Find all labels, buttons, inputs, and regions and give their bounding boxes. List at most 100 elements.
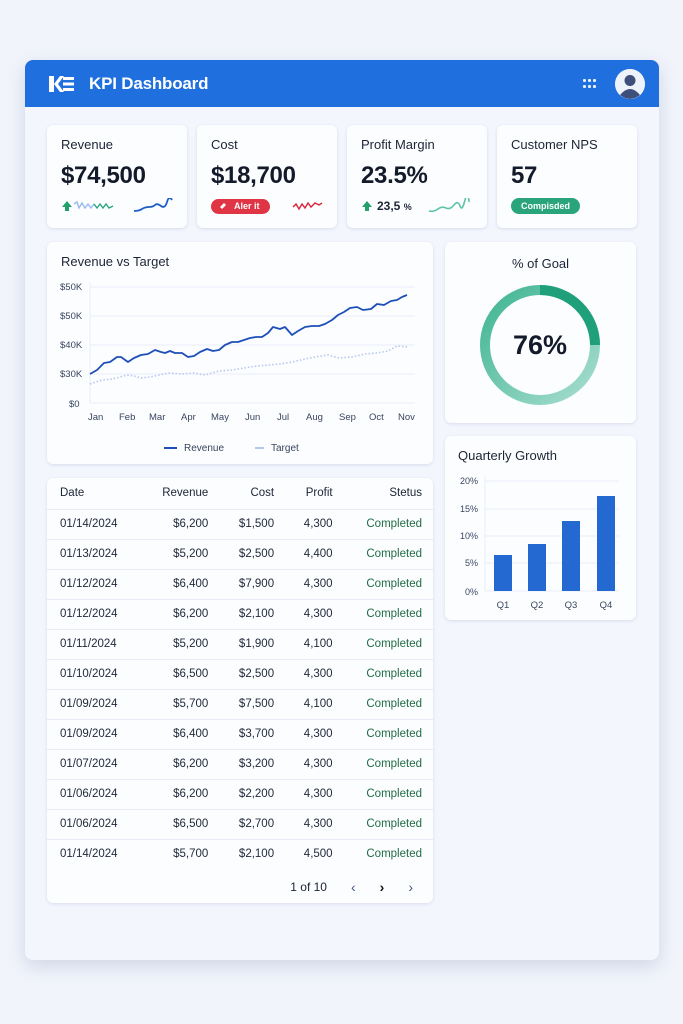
- svg-text:Apr: Apr: [181, 412, 196, 423]
- chevron-left-icon[interactable]: ‹: [350, 879, 356, 895]
- cell-date: 01/10/2024: [47, 658, 141, 689]
- cost-sparkline: [292, 201, 322, 211]
- goal-donut-chart: 76%: [480, 285, 600, 405]
- kpi-value: $18,700: [211, 162, 296, 189]
- user-avatar-icon[interactable]: [615, 68, 645, 99]
- transactions-table-card: Date Revenue Cost Profit Stetus 01/14/20…: [47, 478, 433, 903]
- svg-text:76%: 76%: [513, 330, 567, 360]
- alert-badge-label: Aler it: [234, 201, 260, 211]
- cell-status: Completed: [343, 808, 433, 839]
- cell-date: 01/09/2024: [47, 688, 141, 719]
- alert-badge[interactable]: Aler it: [211, 198, 270, 214]
- chevron-right-last-icon[interactable]: ›: [408, 879, 413, 895]
- svg-text:Sep: Sep: [339, 412, 356, 423]
- cell-cost: $2,500: [219, 658, 286, 689]
- cell-cost: $2,100: [219, 838, 286, 869]
- table-row[interactable]: 01/14/2024 $5,700 $2,100 4,500 Completed: [47, 838, 433, 869]
- cell-profit: 4,300: [285, 748, 344, 779]
- svg-text:$40K: $40K: [60, 340, 83, 351]
- pencil-icon: [220, 203, 226, 209]
- cell-status: Completed: [343, 688, 433, 719]
- arrow-up-icon: [362, 201, 372, 211]
- table-header-row: Date Revenue Cost Profit Stetus: [47, 478, 433, 509]
- svg-text:Jul: Jul: [277, 412, 289, 423]
- svg-text:Revenue: Revenue: [184, 443, 224, 454]
- revenue-sparkline: [133, 198, 173, 212]
- column-header-date[interactable]: Date: [60, 487, 85, 500]
- quarterly-growth-card: Quarterly Growth 20% 15% 10% 5% 0%: [445, 436, 636, 620]
- table-row[interactable]: 01/09/2024 $6,400 $3,700 4,300 Completed: [47, 718, 433, 749]
- cell-date: 01/12/2024: [47, 568, 141, 599]
- column-header-revenue[interactable]: Revenue: [162, 487, 209, 500]
- cell-date: 01/11/2024: [47, 628, 141, 659]
- cell-date: 01/14/2024: [47, 508, 141, 539]
- svg-text:Q4: Q4: [600, 600, 613, 611]
- kpi-card-customer-nps: Customer NPS 57 Compisded: [497, 125, 637, 228]
- kpi-label: Revenue: [61, 137, 114, 152]
- apps-grid-icon[interactable]: [583, 78, 597, 89]
- svg-text:0%: 0%: [465, 587, 478, 597]
- cell-profit: 4,100: [285, 688, 344, 719]
- kpi-card-cost: Cost $18,700 Aler it: [197, 125, 337, 228]
- app-title: KPI Dashboard: [89, 73, 209, 93]
- cell-profit: 4,300: [285, 778, 344, 809]
- table-row[interactable]: 01/12/2024 $6,200 $2,100 4,300 Completed: [47, 598, 433, 629]
- svg-text:$0: $0: [69, 399, 80, 410]
- cell-profit: 4,300: [285, 508, 344, 539]
- cell-revenue: $6,200: [140, 598, 220, 629]
- cell-date: 01/09/2024: [47, 718, 141, 749]
- kpi-value: 23.5%: [361, 162, 428, 189]
- chevron-right-icon[interactable]: ›: [379, 879, 385, 895]
- cell-cost: $3,700: [219, 718, 286, 749]
- svg-text:Q3: Q3: [565, 600, 578, 611]
- table-row[interactable]: 01/13/2024 $5,200 $2,500 4,400 Completed: [47, 538, 433, 569]
- revenue-line-chart: $50K $50K $40K $30K $0 Jan Feb Mar Apr: [60, 282, 415, 454]
- cell-cost: $7,500: [219, 688, 286, 719]
- table-row[interactable]: 01/10/2024 $6,500 $2,500 4,300 Completed: [47, 658, 433, 689]
- cell-revenue: $6,200: [140, 778, 220, 809]
- cell-date: 01/06/2024: [47, 808, 141, 839]
- cell-revenue: $6,400: [140, 718, 220, 749]
- goal-title: % of Goal: [511, 256, 570, 271]
- table-row[interactable]: 01/07/2024 $6,200 $3,200 4,300 Completed: [47, 748, 433, 779]
- cell-cost: $2,200: [219, 778, 286, 809]
- cell-revenue: $6,200: [140, 748, 220, 779]
- cell-status: Completed: [343, 568, 433, 599]
- svg-text:5%: 5%: [465, 558, 478, 568]
- cell-revenue: $6,400: [140, 568, 220, 599]
- status-badge: Compisded: [511, 198, 581, 214]
- table-row[interactable]: 01/06/2024 $6,200 $2,200 4,300 Completed: [47, 778, 433, 809]
- table-row[interactable]: 01/12/2024 $6,400 $7,900 4,300 Completed: [47, 568, 433, 599]
- svg-text:Q1: Q1: [497, 600, 510, 611]
- cell-profit: 4,100: [285, 628, 344, 659]
- chart-legend: Revenue Target: [164, 443, 299, 454]
- cell-profit: 4,300: [285, 568, 344, 599]
- kpi-value: 57: [511, 162, 538, 189]
- quarterly-bar-chart: 20% 15% 10% 5% 0% Q1: [460, 476, 619, 611]
- cell-status: Completed: [343, 628, 433, 659]
- column-header-cost[interactable]: Cost: [250, 487, 275, 500]
- cell-status: Completed: [343, 838, 433, 869]
- svg-text:Jan: Jan: [88, 412, 103, 423]
- table-row[interactable]: 01/09/2024 $5,700 $7,500 4,100 Completed: [47, 688, 433, 719]
- svg-text:10%: 10%: [460, 531, 478, 541]
- cell-status: Completed: [343, 778, 433, 809]
- cell-status: Completed: [343, 718, 433, 749]
- table-row[interactable]: 01/14/2024 $6,200 $1,500 4,300 Completed: [47, 508, 433, 539]
- cell-revenue: $5,200: [140, 538, 220, 569]
- kpi-card-profit-margin: Profit Margin 23.5% 23,5 %: [347, 125, 487, 228]
- svg-text:Mar: Mar: [149, 412, 165, 423]
- table-row[interactable]: 01/11/2024 $5,200 $1,900 4,100 Completed: [47, 628, 433, 659]
- cell-date: 01/07/2024: [47, 748, 141, 779]
- cell-cost: $1,500: [219, 508, 286, 539]
- ke-logo-icon: [49, 75, 74, 92]
- cell-revenue: $6,500: [140, 658, 220, 689]
- table-row[interactable]: 01/06/2024 $6,500 $2,700 4,300 Completed: [47, 808, 433, 839]
- goal-card: % of Goal 76%: [445, 242, 636, 423]
- column-header-profit[interactable]: Profit: [305, 487, 333, 500]
- cell-revenue: $5,700: [140, 688, 220, 719]
- svg-text:$30K: $30K: [60, 369, 83, 380]
- column-header-status[interactable]: Stetus: [389, 487, 422, 500]
- cell-status: Completed: [343, 748, 433, 779]
- chart-title: Revenue vs Target: [61, 254, 170, 269]
